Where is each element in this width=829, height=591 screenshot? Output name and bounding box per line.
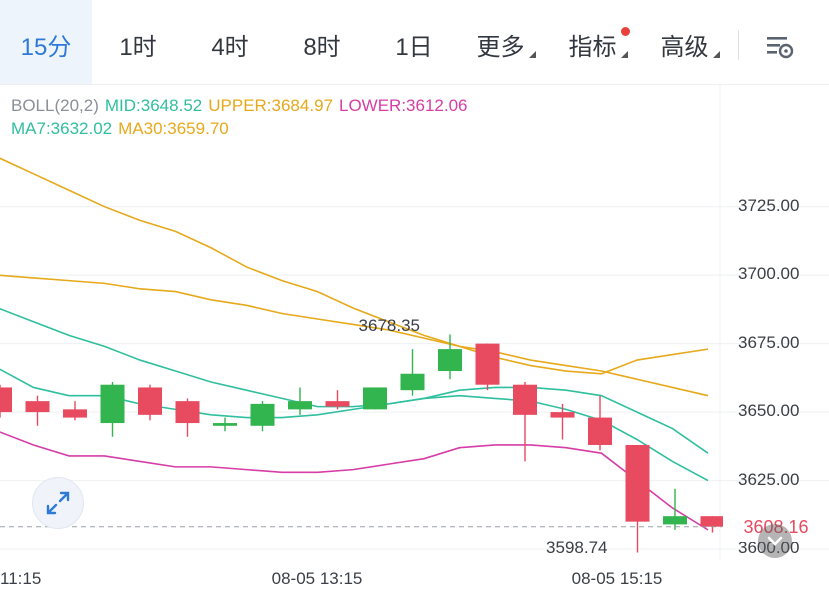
divider bbox=[738, 30, 739, 60]
tab-label: 更多 bbox=[476, 34, 525, 61]
candle-body bbox=[475, 343, 500, 385]
tab-label: 高级 bbox=[660, 34, 709, 61]
candle-body bbox=[513, 384, 537, 415]
series-line-ma7 bbox=[0, 307, 709, 454]
candle-body bbox=[438, 349, 462, 372]
ma-legend: MA7:3632.02 MA30:3659.70 bbox=[11, 119, 235, 139]
tab-label: 1日 bbox=[395, 34, 433, 61]
tab-4h[interactable]: 4时 bbox=[184, 0, 276, 84]
y-tick-label: 3725.00 bbox=[738, 195, 800, 215]
period-tab-bar: 15分 1时 4时 8时 1日 更多 指标 高级 bbox=[0, 0, 829, 85]
series-line-ma30 bbox=[0, 274, 709, 397]
candle-body bbox=[325, 401, 350, 407]
notification-dot bbox=[621, 27, 630, 36]
candle-body bbox=[588, 417, 612, 445]
boll-label: BOLL(20,2) bbox=[11, 96, 99, 115]
x-tick-label: 08-05 15:15 bbox=[571, 569, 663, 588]
candle-body bbox=[100, 384, 125, 424]
candle-body bbox=[288, 401, 312, 410]
x-tick-label: 11:15 bbox=[0, 569, 42, 588]
boll-legend: BOLL(20,2) MID:3648.52 UPPER:3684.97 LOWER:… bbox=[11, 96, 474, 116]
caret-down-icon bbox=[712, 51, 720, 58]
candle-body bbox=[625, 444, 650, 522]
ma7-value: MA7:3632.02 bbox=[11, 119, 113, 138]
candle-body bbox=[175, 401, 200, 424]
tab-1h[interactable]: 1时 bbox=[92, 0, 184, 84]
candle-body bbox=[700, 516, 725, 527]
tab-1d[interactable]: 1日 bbox=[368, 0, 460, 84]
arrow-down-icon[interactable] bbox=[758, 524, 792, 558]
tab-label: 4时 bbox=[211, 34, 249, 61]
y-tick-label: 3675.00 bbox=[738, 332, 800, 352]
tab-label: 指标 bbox=[568, 34, 617, 61]
settings-sliders-icon[interactable] bbox=[756, 28, 800, 68]
candle-body bbox=[250, 403, 275, 426]
tab-more[interactable]: 更多 bbox=[460, 0, 552, 84]
candle-body bbox=[0, 387, 12, 413]
tab-advanced[interactable]: 高级 bbox=[644, 0, 736, 84]
caret-down-icon bbox=[528, 51, 536, 58]
candle-body bbox=[63, 409, 87, 418]
extreme-price-label: 3678.35 bbox=[358, 316, 420, 336]
tab-indicators[interactable]: 指标 bbox=[552, 0, 644, 84]
tab-15min[interactable]: 15分 bbox=[0, 0, 92, 84]
extreme-price-label: 3598.74 bbox=[546, 538, 608, 558]
ma30-value: MA30:3659.70 bbox=[118, 119, 229, 138]
x-tick-label: 08-05 13:15 bbox=[271, 569, 363, 588]
candle-body bbox=[550, 412, 575, 418]
candle-body bbox=[400, 373, 425, 391]
lower-value: LOWER:3612.06 bbox=[338, 96, 468, 115]
y-tick-label: 3700.00 bbox=[738, 264, 800, 284]
mid-value: MID:3648.52 bbox=[104, 96, 203, 115]
candle-body bbox=[138, 387, 162, 415]
candle-body bbox=[213, 423, 237, 426]
y-tick-label: 3600.00 bbox=[738, 538, 800, 558]
candle-body bbox=[25, 401, 50, 413]
candle-body bbox=[363, 387, 387, 410]
upper-value: UPPER:3684.97 bbox=[208, 96, 333, 115]
tab-label: 1时 bbox=[119, 34, 157, 61]
expand-arrows-icon[interactable] bbox=[32, 477, 84, 529]
y-tick-label: 3625.00 bbox=[738, 469, 800, 489]
candle-body bbox=[663, 516, 687, 525]
y-tick-label: 3650.00 bbox=[738, 401, 800, 421]
caret-down-icon bbox=[620, 51, 628, 58]
tab-label: 15分 bbox=[20, 34, 72, 61]
tab-label: 8时 bbox=[303, 34, 341, 61]
current-price-tag: 3608.16 bbox=[723, 511, 829, 542]
tab-8h[interactable]: 8时 bbox=[276, 0, 368, 84]
series-line-upper bbox=[0, 157, 709, 375]
series-line-lower bbox=[0, 431, 709, 531]
